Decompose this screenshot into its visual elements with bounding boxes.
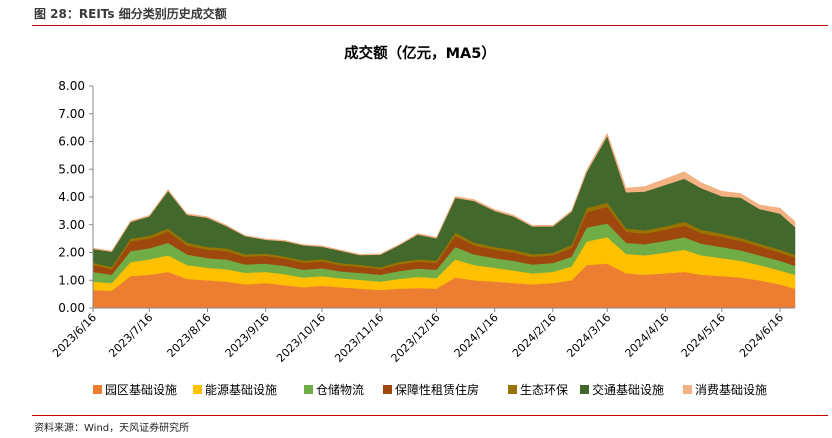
- x-tick-label: 2023/7/16: [106, 311, 155, 360]
- y-tick-label: 2.00: [58, 246, 85, 260]
- legend-swatch: [683, 385, 692, 394]
- x-tick-label: 2024/5/16: [679, 311, 728, 360]
- series-areas: [92, 132, 796, 309]
- series-area-7: [92, 132, 796, 256]
- legend-swatch: [304, 385, 313, 394]
- figure-caption: 图 28：REITs 细分类别历史成交额: [34, 7, 227, 21]
- x-tick-label: 2023/12/16: [389, 311, 443, 365]
- legend-label: 保障性租赁住房: [395, 382, 479, 397]
- y-tick-label: 1.00: [58, 273, 85, 287]
- legend-label: 仓储物流: [316, 382, 364, 397]
- x-tick-label: 2023/6/16: [50, 311, 99, 360]
- x-tick-label: 2024/3/16: [564, 311, 613, 360]
- x-tick-label: 2023/8/16: [165, 311, 214, 360]
- x-tick-label: 2023/9/16: [223, 311, 272, 360]
- legend-label: 能源基础设施: [205, 383, 277, 397]
- legend-swatch: [580, 385, 589, 394]
- source-note: 资料来源：Wind，天风证券研究所: [34, 423, 190, 434]
- x-tick-label: 2024/1/16: [452, 311, 501, 360]
- x-tick-label: 2024/2/16: [510, 311, 559, 360]
- y-tick-label: 7.00: [58, 107, 85, 121]
- y-tick-label: 6.00: [58, 135, 85, 149]
- y-axis-ticks: 0.00 1.00 2.00 3.00 4.00 5.00 6.00 7.00 8.00: [58, 79, 93, 315]
- y-tick-label: 8.00: [58, 79, 85, 93]
- x-tick-label: 2023/11/16: [332, 311, 386, 365]
- legend-swatch: [93, 385, 102, 394]
- legend: 园区基础设施 能源基础设施 仓储物流 保障性租赁住房 生态环保 交通基础设施 消费基础设施: [93, 382, 767, 397]
- legend-label: 消费基础设施: [695, 383, 767, 397]
- footer-divider: [32, 415, 828, 416]
- legend-swatch: [508, 385, 517, 394]
- x-axis-ticks: 2023/6/16 2023/7/16 2023/8/16 2023/9/16 2023…: [50, 308, 786, 365]
- y-tick-label: 4.00: [58, 190, 85, 204]
- x-tick-label: 2023/10/16: [274, 311, 328, 365]
- stacked-area-chart: 成交额（亿元，MA5） 0.00 1.00 2.00 3.00 4.00 5.00 6.00…: [50, 44, 796, 397]
- legend-label: 园区基础设施: [105, 383, 177, 397]
- chart-title: 成交额（亿元，MA5）: [344, 44, 496, 62]
- x-tick-label: 2024/4/16: [623, 311, 672, 360]
- y-tick-label: 5.00: [58, 162, 85, 176]
- legend-label: 交通基础设施: [592, 382, 664, 397]
- legend-swatch: [193, 385, 202, 394]
- x-tick-label: 2024/6/16: [737, 311, 786, 360]
- legend-label: 生态环保: [520, 383, 568, 397]
- y-tick-label: 3.00: [58, 218, 85, 232]
- legend-swatch: [383, 385, 392, 394]
- y-tick-label: 0.00: [58, 301, 85, 315]
- caption-divider: [32, 25, 828, 26]
